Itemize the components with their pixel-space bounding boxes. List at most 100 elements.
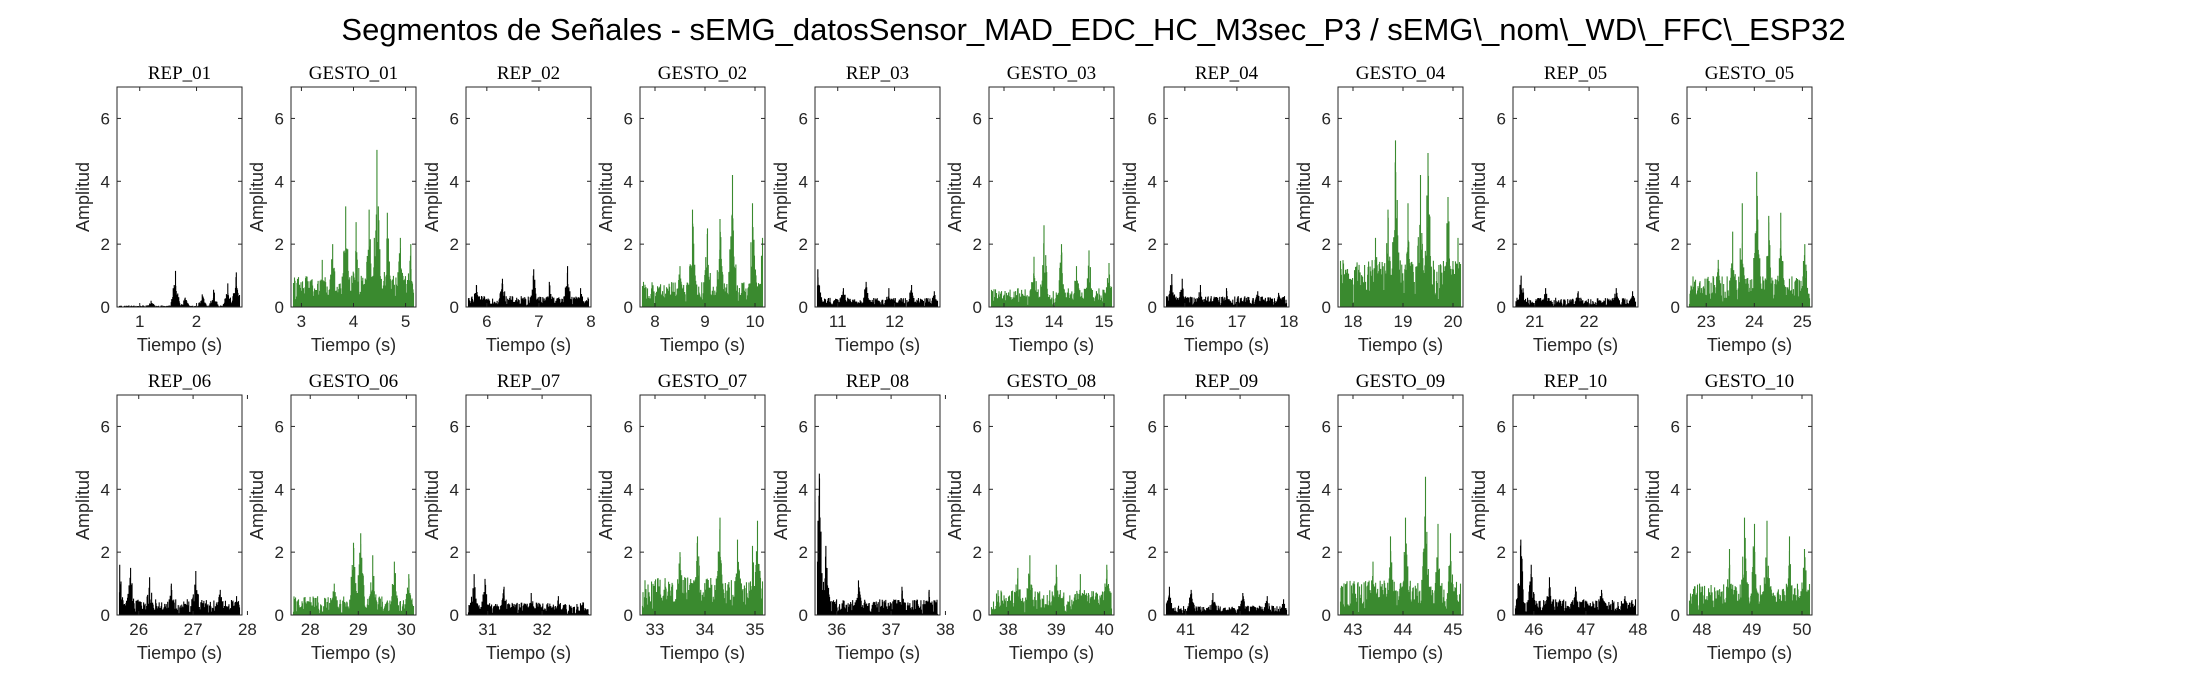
axes-box [1163,394,1290,616]
axes-box [639,394,766,616]
x-axis-label: Tiempo (s) [137,643,222,663]
x-axis-label: Tiempo (s) [1533,335,1618,355]
signal-series [118,564,241,615]
x-tick-label: 50 [1793,620,1812,639]
x-tick-label: 29 [349,620,368,639]
signal-series [1688,171,1811,307]
y-tick-label: 4 [1148,480,1157,499]
x-tick-label: 12 [885,312,904,331]
y-tick-label: 4 [624,480,633,499]
y-tick-label: 6 [101,417,110,436]
subplot-title: GESTO_06 [309,371,398,392]
y-tick-label: 6 [450,417,459,436]
x-tick-label: 38 [999,620,1018,639]
subplot-gesto-04: 0 2 4 6 18 19 20 GESTO_04 Tiempo (s) Amplitud [1294,63,1464,355]
y-tick-label: 2 [450,543,459,562]
y-tick-label: 0 [1148,298,1157,317]
y-tick-label: 0 [624,606,633,625]
y-tick-label: 0 [1671,606,1680,625]
plot-area [815,87,940,307]
y-tick-label: 2 [1322,235,1331,254]
y-tick-label: 6 [1497,417,1506,436]
x-axis-label: Tiempo (s) [311,335,396,355]
x-axis-label: Tiempo (s) [1184,643,1269,663]
y-tick-label: 4 [973,480,982,499]
y-tick-label: 2 [799,543,808,562]
axes-box [988,86,1115,308]
x-tick-label: 33 [646,620,665,639]
x-tick-label: 14 [1045,312,1064,331]
signal-series [641,517,764,615]
x-tick-label: 2 [192,312,201,331]
x-tick-label: 18 [1344,312,1363,331]
y-tick-label: 6 [624,109,633,128]
signal-series [1339,476,1462,615]
x-axis-label: Tiempo (s) [1184,335,1269,355]
y-tick-label: 6 [1148,417,1157,436]
signal-series [467,266,590,307]
x-tick-label: 36 [827,620,846,639]
x-tick-label: 23 [1697,312,1716,331]
x-tick-label: 34 [696,620,715,639]
x-tick-label: 32 [533,620,552,639]
y-tick-label: 0 [1148,606,1157,625]
x-tick-label: 18 [1280,312,1299,331]
subplot-gesto-07: 0 2 4 6 33 34 35 GESTO_07 Tiempo (s) Amplitud [596,371,766,663]
y-tick-label: 0 [101,606,110,625]
x-tick-label: 45 [1444,620,1463,639]
plot-area [1513,395,1638,615]
plot-area [117,87,242,307]
y-tick-label: 4 [799,172,808,191]
signal-series [815,473,939,615]
y-tick-label: 2 [1148,543,1157,562]
x-tick-label: 1 [135,312,144,331]
y-axis-label: Amplitud [73,162,93,232]
y-tick-label: 0 [799,298,808,317]
subplot-title: REP_05 [1544,63,1607,84]
x-tick-label: 9 [700,312,709,331]
x-axis-label: Tiempo (s) [835,335,920,355]
y-tick-label: 2 [450,235,459,254]
y-tick-label: 0 [450,298,459,317]
x-tick-label: 47 [1576,620,1595,639]
y-tick-label: 6 [799,109,808,128]
figure-title: Segmentos de Señales - sEMG_datosSensor_… [341,12,1845,47]
x-tick-label: 16 [1175,312,1194,331]
x-axis-label: Tiempo (s) [1358,643,1443,663]
axes-box [1686,86,1813,308]
plot-area [815,395,940,615]
y-axis-label: Amplitud [596,162,616,232]
y-tick-label: 4 [1322,172,1331,191]
subplot-gesto-09: 0 2 4 6 43 44 45 GESTO_09 Tiempo (s) Amplitud [1294,371,1464,663]
x-tick-label: 25 [1793,312,1812,331]
axes-box [814,394,941,616]
x-tick-label: 8 [650,312,659,331]
subplot-title: REP_02 [497,63,560,84]
subplot-title: REP_01 [148,63,211,84]
subplot-title: REP_10 [1544,371,1607,392]
y-tick-label: 4 [1497,480,1506,499]
plot-area [466,395,591,615]
subplot-title: REP_08 [846,371,909,392]
y-tick-label: 6 [1497,109,1506,128]
x-axis-label: Tiempo (s) [835,643,920,663]
y-axis-label: Amplitud [247,162,267,232]
axes-box [1512,394,1639,616]
y-tick-label: 2 [1148,235,1157,254]
y-tick-label: 6 [101,109,110,128]
plot-area [640,87,765,307]
y-tick-label: 2 [1497,235,1506,254]
x-tick-label: 24 [1745,312,1764,331]
y-tick-label: 6 [1148,109,1157,128]
y-tick-label: 0 [1671,298,1680,317]
x-tick-label: 20 [1444,312,1463,331]
x-tick-label: 44 [1394,620,1413,639]
y-axis-label: Amplitud [945,162,965,232]
y-tick-label: 4 [799,480,808,499]
y-axis-label: Amplitud [422,162,442,232]
y-tick-label: 0 [1322,298,1331,317]
signal-series [1514,539,1637,615]
y-axis-label: Amplitud [1469,470,1489,540]
